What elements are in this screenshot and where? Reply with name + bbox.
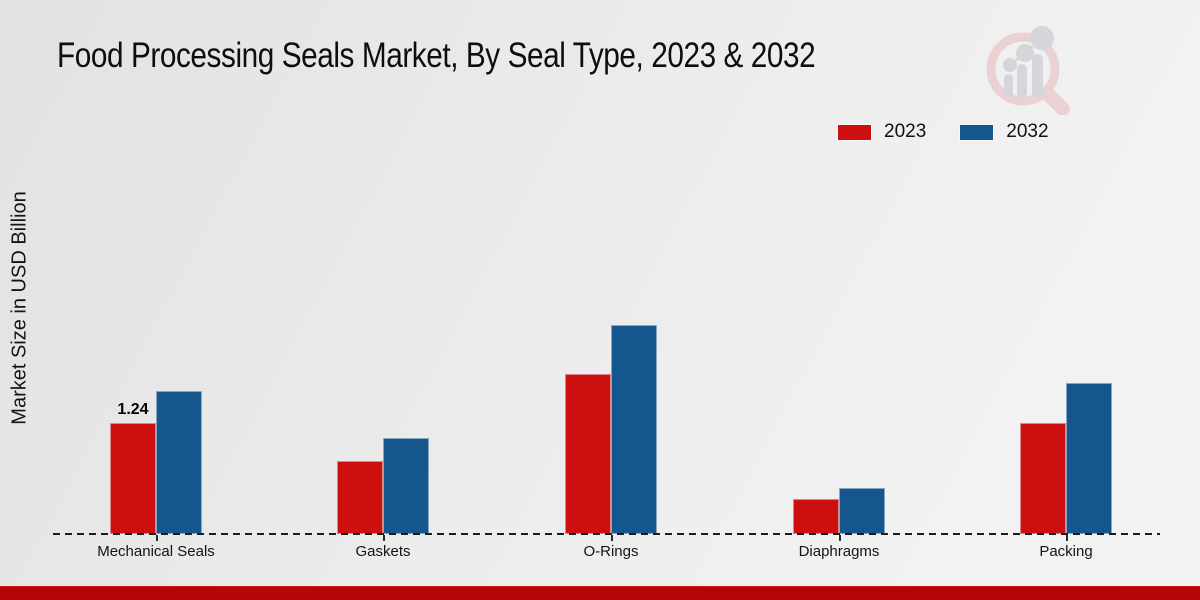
logo-dot-small bbox=[1003, 58, 1017, 72]
legend-label: 2023 bbox=[884, 121, 927, 142]
legend-label: 2032 bbox=[1006, 121, 1049, 142]
legend-item-2032: 2032 bbox=[960, 121, 1049, 143]
logo-dot-large bbox=[1030, 26, 1054, 50]
bar-2032-gaskets bbox=[383, 438, 429, 534]
x-axis-tick-mechanical-seals bbox=[156, 535, 158, 541]
legend-swatch-2023 bbox=[838, 124, 871, 140]
magnifier-ring bbox=[986, 32, 1060, 106]
logo-bar-small bbox=[1004, 74, 1013, 98]
market-research-magnifier-chart-logo-icon bbox=[986, 26, 1070, 115]
bar-value-label: 1.24 bbox=[117, 401, 149, 418]
x-axis-tick-o-rings bbox=[611, 535, 613, 541]
x-axis-category-label-mechanical-seals: Mechanical Seals bbox=[97, 543, 215, 560]
bar-2023-packing bbox=[1020, 423, 1066, 534]
bar-2032-o-rings bbox=[611, 325, 657, 534]
bar-2023-gaskets bbox=[337, 461, 383, 534]
logo-bar-medium bbox=[1017, 64, 1027, 98]
x-axis-tick-diaphragms bbox=[839, 535, 841, 541]
bar-2023-o-rings bbox=[565, 374, 611, 534]
x-axis-category-label-o-rings: O-Rings bbox=[583, 543, 639, 560]
bar-2032-mechanical-seals bbox=[156, 391, 202, 534]
legend-swatch-2032 bbox=[960, 124, 994, 140]
x-axis-tick-gaskets bbox=[383, 535, 385, 541]
bar-2032-packing bbox=[1066, 383, 1112, 534]
x-axis-dashed-baseline bbox=[53, 533, 1160, 535]
bar-2023-diaphragms bbox=[793, 499, 839, 534]
x-axis-category-label-diaphragms: Diaphragms bbox=[798, 543, 880, 560]
bottom-accent-strip bbox=[0, 586, 1200, 600]
x-axis-category-label-packing: Packing bbox=[1039, 543, 1093, 560]
bar-2032-diaphragms bbox=[839, 488, 885, 534]
chart-title: Food Processing Seals Market, By Seal Ty… bbox=[57, 36, 816, 75]
x-axis-category-label-gaskets: Gaskets bbox=[355, 543, 411, 560]
logo-dot-medium bbox=[1016, 44, 1034, 62]
magnifier-handle bbox=[1040, 86, 1070, 115]
bar-2023-mechanical-seals bbox=[110, 423, 156, 534]
logo-bar-large bbox=[1032, 54, 1043, 98]
x-axis-tick-packing bbox=[1066, 535, 1068, 541]
legend: 2023 2032 bbox=[838, 121, 1049, 143]
legend-item-2023: 2023 bbox=[838, 121, 926, 143]
